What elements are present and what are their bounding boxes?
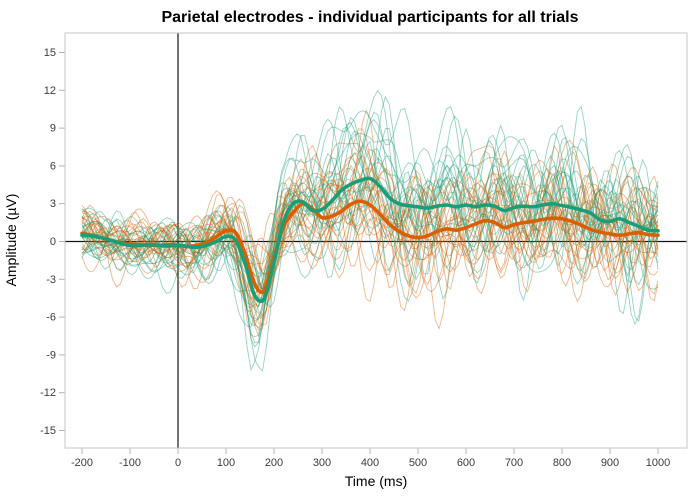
participant-trace (81, 172, 659, 290)
participant-trace (81, 89, 659, 328)
participant-trace (81, 142, 659, 323)
x-tick-label: 100 (217, 457, 235, 469)
x-tick-label: 600 (457, 457, 475, 469)
x-tick-label: -200 (71, 457, 93, 469)
y-tick-label: -12 (40, 387, 56, 399)
participant-trace (81, 151, 659, 269)
x-tick-label: 900 (601, 457, 619, 469)
x-tick-label: 200 (265, 457, 283, 469)
participant-trace (81, 140, 659, 315)
participant-trace (81, 175, 659, 291)
y-tick-label: 6 (50, 160, 56, 172)
participant-trace (81, 180, 659, 275)
participant-trace (81, 115, 659, 293)
participant-trace (81, 130, 659, 321)
participant-trace (81, 132, 659, 372)
participant-trace (81, 139, 659, 290)
participant-trace (81, 171, 659, 326)
y-tick-label: -9 (46, 349, 56, 361)
participant-trace (81, 116, 659, 285)
participant-trace (81, 128, 659, 299)
participant-trace (81, 95, 659, 322)
x-tick-label: 300 (313, 457, 331, 469)
participant-trace (81, 167, 659, 287)
panel-border (64, 32, 688, 449)
chart-title: Parietal electrodes - individual partici… (161, 9, 578, 26)
x-tick-label: 1000 (646, 457, 670, 469)
participant-trace (81, 173, 659, 297)
participant-trace (81, 178, 659, 313)
group-mean-teal (80, 176, 660, 304)
participant-trace (81, 164, 659, 344)
participant-trace (81, 121, 659, 338)
x-axis-title: Time (ms) (345, 473, 407, 489)
participant-trace (81, 148, 659, 301)
participant-trace (81, 152, 659, 294)
x-tick-label: -100 (119, 457, 141, 469)
y-axis-title: Amplitude (µV) (3, 194, 19, 287)
y-tick-label: 15 (44, 47, 56, 59)
participant-trace (81, 168, 659, 326)
participant-trace (81, 148, 659, 308)
x-tick-label: 800 (553, 457, 571, 469)
participant-trace (81, 182, 659, 279)
participant-trace (81, 144, 659, 300)
y-tick-label: 3 (50, 198, 56, 210)
reference-lines (65, 33, 687, 448)
participant-trace (81, 155, 659, 308)
x-tick-label: 400 (361, 457, 379, 469)
x-tick-label: 500 (409, 457, 427, 469)
y-tick-label: 9 (50, 123, 56, 135)
participant-trace (81, 157, 659, 278)
participant-trace (81, 150, 659, 302)
y-tick-label: -3 (46, 274, 56, 286)
x-tick-label: 700 (505, 457, 523, 469)
y-tick-label: -6 (46, 312, 56, 324)
participant-trace (81, 109, 659, 297)
trace-layer (80, 89, 660, 372)
participant-trace (81, 150, 659, 338)
plot-panel (65, 33, 687, 448)
axis-ticks: -200 -100 0 100 200 300 400 500 600 700 800 900 1000… (40, 47, 670, 469)
participant-trace (81, 169, 659, 330)
y-tick-label: -15 (40, 425, 56, 437)
participant-trace (81, 106, 659, 348)
x-tick-label: 0 (175, 457, 181, 469)
y-tick-label: 12 (44, 85, 56, 97)
participant-trace (81, 111, 659, 372)
participant-trace (81, 144, 659, 293)
participant-trace (81, 128, 659, 309)
y-tick-label: 0 (50, 236, 56, 248)
